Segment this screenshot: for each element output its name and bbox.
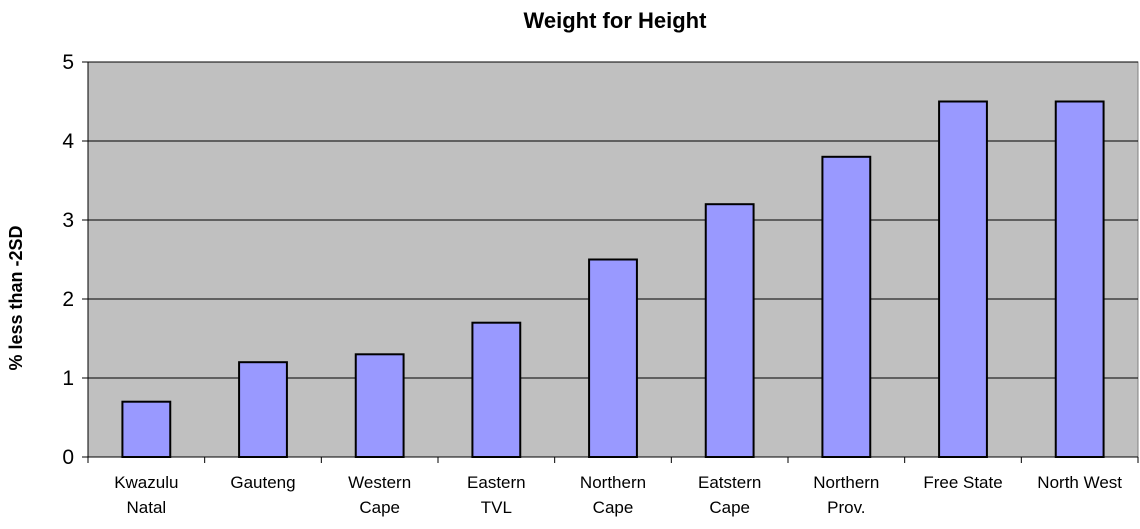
x-tick-label: Kwazulu <box>114 473 178 492</box>
x-tick-label: Western <box>348 473 411 492</box>
x-tick-label: Prov. <box>827 498 865 517</box>
x-tick-label: Gauteng <box>230 473 295 492</box>
bar <box>1054 100 1105 458</box>
bar <box>704 203 755 458</box>
y-tick-label: 4 <box>62 130 74 153</box>
x-tick-label: Northern <box>580 473 646 492</box>
x-tick-label: Northern <box>813 473 879 492</box>
x-tick-label: Eastern <box>467 473 526 492</box>
y-tick-labels: 0 1 2 3 4 5 <box>62 51 74 469</box>
axes <box>82 61 1139 463</box>
bar <box>238 361 288 459</box>
y-tick-label: 0 <box>62 446 74 469</box>
bars <box>121 100 1105 459</box>
y-tick-label: 1 <box>62 367 74 390</box>
x-tick-label: TVL <box>481 498 512 517</box>
x-tick-label: Cape <box>359 498 400 517</box>
bar <box>821 155 872 459</box>
x-tick-label: Eatstern <box>698 473 761 492</box>
y-tick-label: 2 <box>62 288 74 311</box>
bar <box>121 400 172 459</box>
y-tick-label: 5 <box>62 51 74 74</box>
chart-title: Weight for Height <box>524 8 708 33</box>
x-tick-label: Cape <box>593 498 634 517</box>
x-tick-label: North West <box>1037 473 1122 492</box>
x-tick-label: Natal <box>126 498 166 517</box>
bar <box>471 321 522 459</box>
bar <box>354 353 405 458</box>
y-axis-label: % less than -2SD <box>6 225 26 370</box>
bar <box>938 100 988 458</box>
bar <box>588 258 638 458</box>
x-tick-label: Free State <box>923 473 1002 492</box>
y-tick-label: 3 <box>62 209 74 232</box>
x-tick-labels: Kwazulu Natal Gauteng Western Cape Eastern TVL… <box>114 473 1122 517</box>
x-tick-label: Cape <box>709 498 750 517</box>
